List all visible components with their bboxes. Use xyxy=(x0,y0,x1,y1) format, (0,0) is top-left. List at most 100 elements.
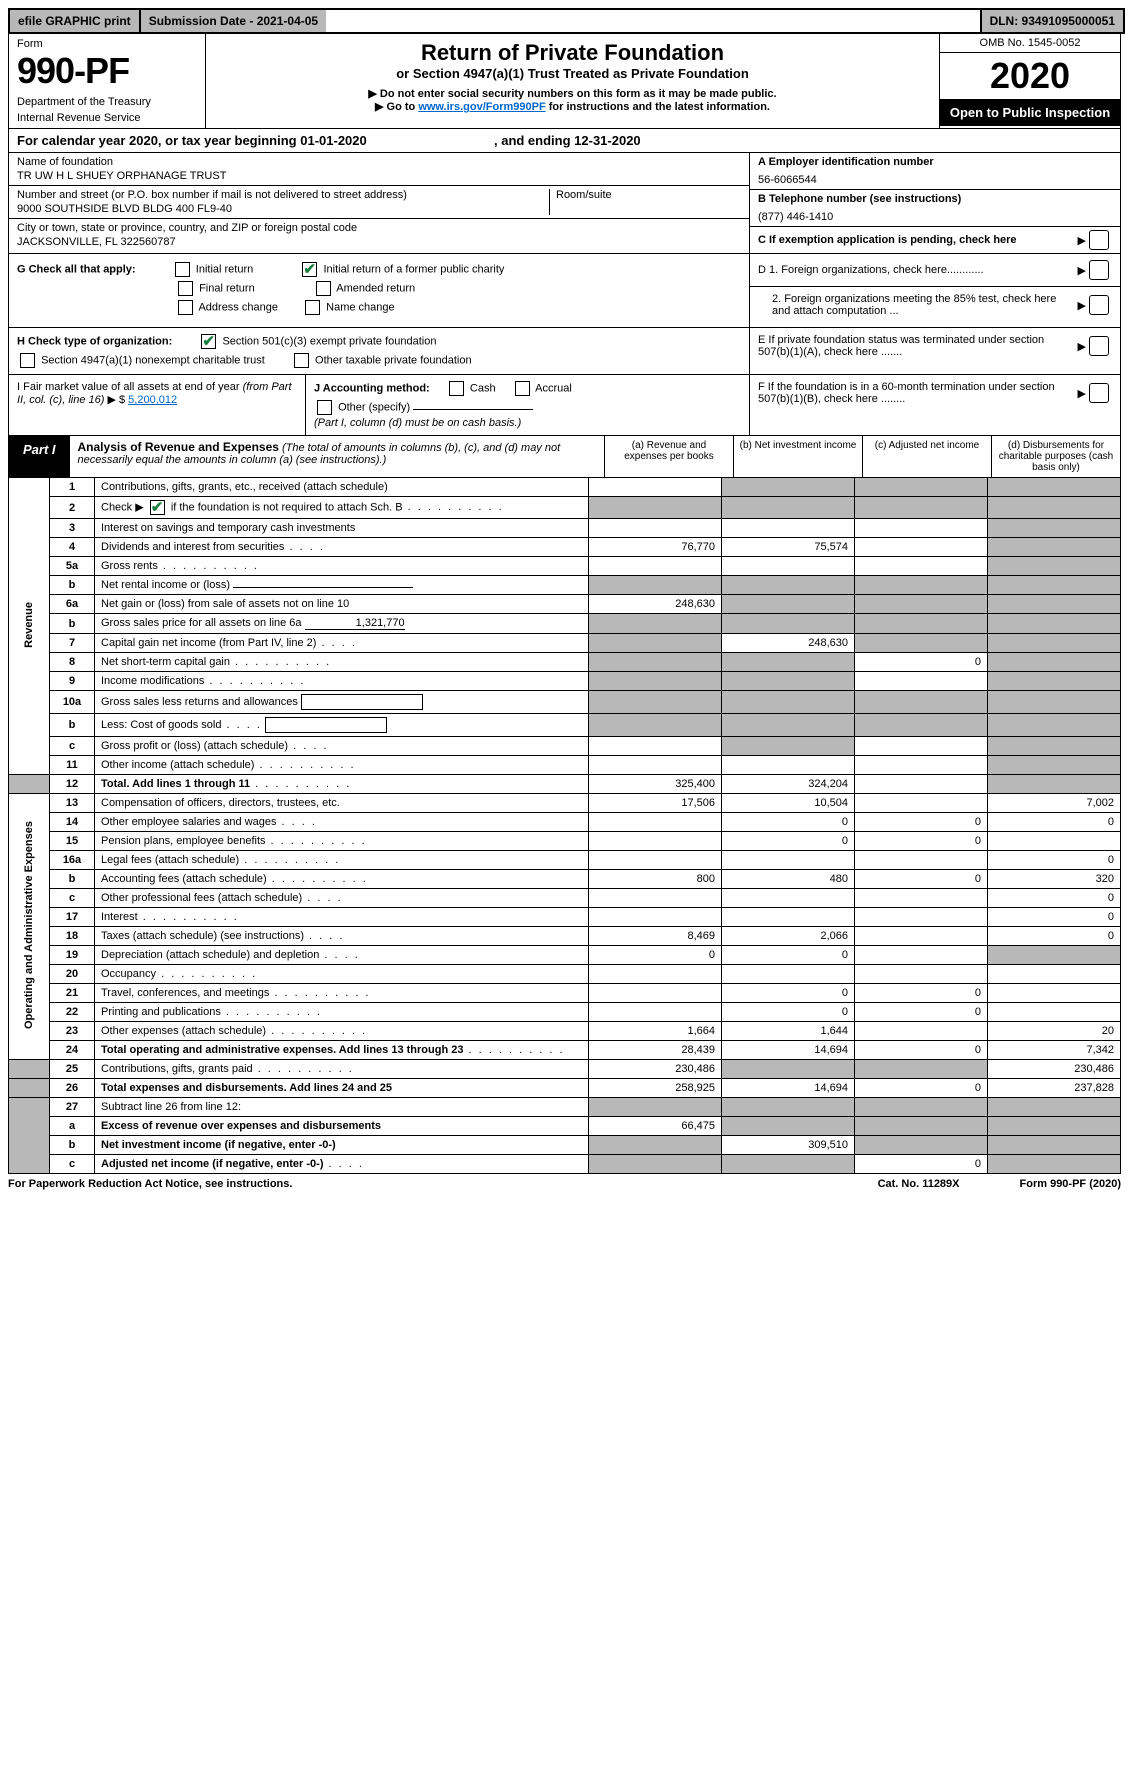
amended-return-label: Amended return xyxy=(336,282,415,294)
cell-b: 0 xyxy=(722,984,855,1003)
line-num: 19 xyxy=(50,946,95,965)
part1-badge: Part I xyxy=(9,436,70,477)
initial-return-checkbox[interactable] xyxy=(175,262,190,277)
arrow-icon: ▶ xyxy=(1078,340,1086,353)
cal-pre: For calendar year 2020, or tax year begi… xyxy=(17,133,300,148)
e-label: E If private foundation status was termi… xyxy=(758,334,1078,358)
h-501c3-checkbox[interactable] xyxy=(201,334,216,349)
cell-c: 0 xyxy=(855,984,988,1003)
cell-c: 0 xyxy=(855,1079,988,1098)
cell-a: 8,469 xyxy=(589,927,722,946)
line-desc: Other employee salaries and wages xyxy=(95,813,589,832)
ein-cell: A Employer identification number 56-6066… xyxy=(750,153,1120,190)
f-checkbox[interactable] xyxy=(1089,383,1109,403)
line-desc: Check ▶ if the foundation is not require… xyxy=(95,497,589,519)
j-label: J Accounting method: xyxy=(314,382,430,394)
cal-begin: 01-01-2020 xyxy=(300,133,367,148)
cell-c: 0 xyxy=(855,813,988,832)
row-13: Operating and Administrative Expenses 13… xyxy=(9,794,1121,813)
header-center: Return of Private Foundation or Section … xyxy=(206,34,939,128)
h-501c3-label: Section 501(c)(3) exempt private foundat… xyxy=(222,335,436,347)
cal-mid: , and ending xyxy=(494,133,574,148)
h-4947-checkbox[interactable] xyxy=(20,353,35,368)
arrow-icon: ▶ xyxy=(1078,264,1086,277)
line-desc: Contributions, gifts, grants paid xyxy=(95,1060,589,1079)
cell-d: 7,342 xyxy=(988,1041,1121,1060)
g-row-1: G Check all that apply: Initial return I… xyxy=(17,262,741,277)
line-num: b xyxy=(50,1136,95,1155)
row-24: 24 Total operating and administrative ex… xyxy=(9,1041,1121,1060)
j-accrual-checkbox[interactable] xyxy=(515,381,530,396)
revenue-vert-label: Revenue xyxy=(9,478,50,775)
goto-link[interactable]: www.irs.gov/Form990PF xyxy=(418,101,545,113)
row-18: 18 Taxes (attach schedule) (see instruct… xyxy=(9,927,1121,946)
row-2: 2 Check ▶ if the foundation is not requi… xyxy=(9,497,1121,519)
h-other-checkbox[interactable] xyxy=(294,353,309,368)
cell-c: 0 xyxy=(855,653,988,672)
cell-a xyxy=(589,478,722,497)
cell-a: 28,439 xyxy=(589,1041,722,1060)
cell-b: 0 xyxy=(722,813,855,832)
cell-d: 0 xyxy=(988,927,1121,946)
form-subtitle: or Section 4947(a)(1) Trust Treated as P… xyxy=(212,66,933,81)
sch-b-checkbox[interactable] xyxy=(150,500,165,515)
h-other-label: Other taxable private foundation xyxy=(315,354,472,366)
j-cash-checkbox[interactable] xyxy=(449,381,464,396)
expenses-vert-label: Operating and Administrative Expenses xyxy=(9,794,50,1060)
line-num: 5a xyxy=(50,557,95,576)
row-16c: c Other professional fees (attach schedu… xyxy=(9,889,1121,908)
line-num: 11 xyxy=(50,756,95,775)
j-other-checkbox[interactable] xyxy=(317,400,332,415)
d1-checkbox[interactable] xyxy=(1089,260,1109,280)
name-change-checkbox[interactable] xyxy=(305,300,320,315)
amended-return-checkbox[interactable] xyxy=(316,281,331,296)
line-desc: Net investment income (if negative, ente… xyxy=(95,1136,589,1155)
line-num: 25 xyxy=(50,1060,95,1079)
cell-a: 248,630 xyxy=(589,595,722,614)
line-num: b xyxy=(50,576,95,595)
cell-b xyxy=(722,478,855,497)
part1-desc: Analysis of Revenue and Expenses (The to… xyxy=(70,436,604,477)
cell-a: 76,770 xyxy=(589,538,722,557)
cell-b: 324,204 xyxy=(722,775,855,794)
cell-b: 75,574 xyxy=(722,538,855,557)
line-desc: Gross sales price for all assets on line… xyxy=(95,614,589,634)
line-desc: Net short-term capital gain xyxy=(95,653,589,672)
cell-d xyxy=(988,478,1121,497)
line-num: 22 xyxy=(50,1003,95,1022)
cell-d: 237,828 xyxy=(988,1079,1121,1098)
line-num: 13 xyxy=(50,794,95,813)
g-label: G Check all that apply: xyxy=(17,263,136,275)
line-num: 16a xyxy=(50,851,95,870)
e-checkbox[interactable] xyxy=(1089,336,1109,356)
line-num: 1 xyxy=(50,478,95,497)
line-num: b xyxy=(50,714,95,737)
row-19: 19 Depreciation (attach schedule) and de… xyxy=(9,946,1121,965)
c-pending-checkbox[interactable] xyxy=(1089,230,1109,250)
d2-checkbox[interactable] xyxy=(1089,295,1109,315)
ein-value: 56-6066544 xyxy=(758,174,1112,186)
row-4: 4 Dividends and interest from securities… xyxy=(9,538,1121,557)
line-desc: Accounting fees (attach schedule) xyxy=(95,870,589,889)
cell-d: 20 xyxy=(988,1022,1121,1041)
line-desc: Gross profit or (loss) (attach schedule) xyxy=(95,737,589,756)
line-desc: Net gain or (loss) from sale of assets n… xyxy=(95,595,589,614)
address-change-checkbox[interactable] xyxy=(178,300,193,315)
line-desc: Total. Add lines 1 through 11 xyxy=(95,775,589,794)
city-state-zip: JACKSONVILLE, FL 322560787 xyxy=(17,236,741,248)
d2-row: 2. Foreign organizations meeting the 85%… xyxy=(750,287,1120,323)
line-num: 6a xyxy=(50,595,95,614)
footer-left: For Paperwork Reduction Act Notice, see … xyxy=(8,1178,292,1190)
cell-c: 0 xyxy=(855,1003,988,1022)
final-return-checkbox[interactable] xyxy=(178,281,193,296)
ein-label: A Employer identification number xyxy=(758,156,1112,168)
col-a-head: (a) Revenue and expenses per books xyxy=(604,436,733,477)
i-fmv-value[interactable]: 5,200,012 xyxy=(128,394,177,406)
line-desc: Less: Cost of goods sold xyxy=(95,714,589,737)
initial-former-checkbox[interactable] xyxy=(302,262,317,277)
form-title: Return of Private Foundation xyxy=(212,40,933,66)
line-desc: Depreciation (attach schedule) and deple… xyxy=(95,946,589,965)
cell-c: 0 xyxy=(855,1155,988,1174)
cell-d: 0 xyxy=(988,851,1121,870)
line-num: c xyxy=(50,737,95,756)
